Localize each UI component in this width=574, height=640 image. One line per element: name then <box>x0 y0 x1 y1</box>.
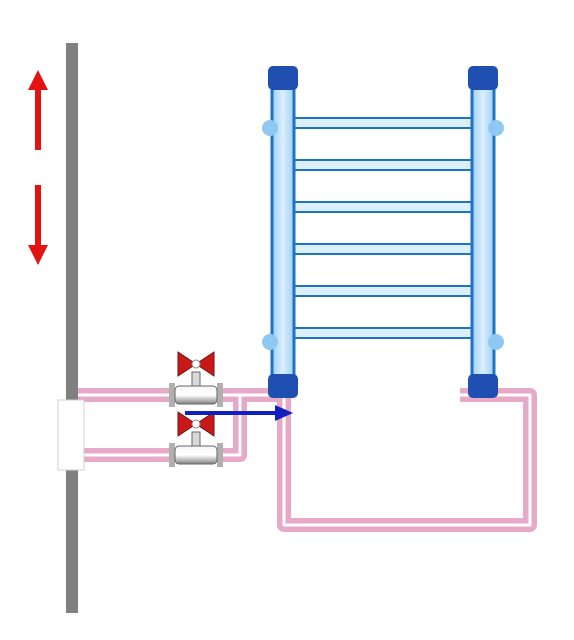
bypass-section <box>58 400 84 470</box>
riser-pipe <box>66 43 78 613</box>
radiator-rung <box>292 286 474 296</box>
radiator-rung <box>292 244 474 254</box>
radiator-cap <box>468 66 498 90</box>
bracket <box>488 334 504 350</box>
bracket <box>488 120 504 136</box>
bracket <box>262 120 278 136</box>
radiator-rung <box>292 202 474 212</box>
bracket <box>262 334 278 350</box>
diagram-stage <box>0 0 574 640</box>
radiator-cap <box>268 374 298 398</box>
radiator-rung <box>292 160 474 170</box>
radiator-cap <box>268 66 298 90</box>
radiator-rung <box>292 118 474 128</box>
radiator-rung <box>292 328 474 338</box>
supply-pipe <box>77 394 79 396</box>
radiator-cap <box>468 374 498 398</box>
